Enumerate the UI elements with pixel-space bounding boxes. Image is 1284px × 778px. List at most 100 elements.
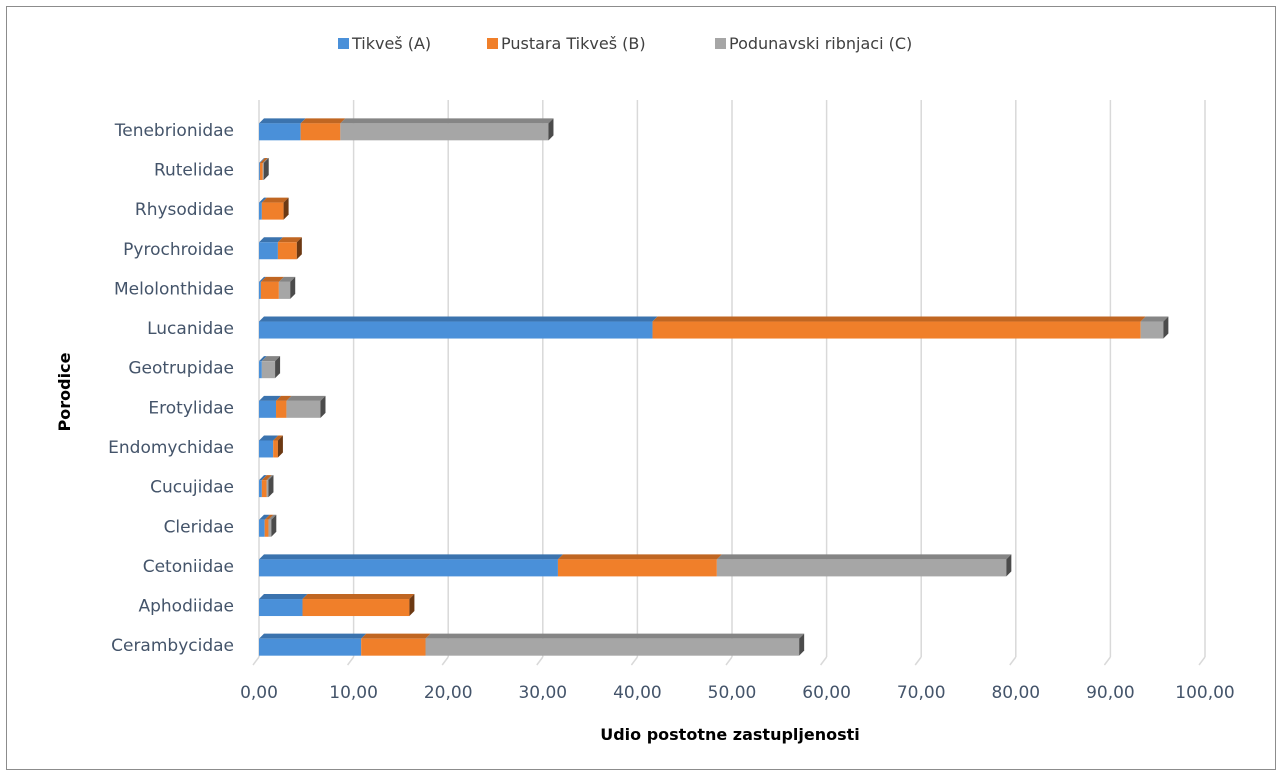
x-tick-label: 30,00 bbox=[518, 683, 567, 703]
bar-cleridae-podunavski-ribnjaci-c bbox=[268, 519, 272, 537]
bar-cleridae-pustara-tikves-b bbox=[264, 519, 269, 537]
bar-tenebrionidae-podunavski-ribnjaci-c bbox=[340, 123, 549, 141]
gridline-depth bbox=[914, 656, 922, 666]
bar-top-pustara-tikves-b bbox=[361, 633, 431, 639]
bar-top-podunavski-ribnjaci-c bbox=[278, 276, 296, 282]
bar-top-pustara-tikves-b bbox=[277, 237, 302, 243]
bar-top-pustara-tikves-b bbox=[302, 594, 415, 600]
bar-top-tikves-a bbox=[259, 514, 270, 520]
y-axis-title: Porodice bbox=[55, 352, 74, 431]
bar-tenebrionidae-pustara-tikves-b bbox=[300, 123, 341, 141]
x-tick-label: 70,00 bbox=[897, 683, 946, 703]
bar-rutelidae-pustara-tikves-b bbox=[259, 162, 263, 180]
bar-cerambycidae-pustara-tikves-b bbox=[361, 638, 426, 656]
gridline-depth bbox=[441, 656, 449, 666]
bar-cleridae-tikves-a bbox=[259, 519, 265, 537]
x-axis-title: Udio postotne zastupljenosti bbox=[600, 725, 860, 744]
bar-lucanidae-pustara-tikves-b bbox=[652, 321, 1141, 339]
x-tick-label: 80,00 bbox=[991, 683, 1040, 703]
bar-aphodiidae-tikves-a bbox=[259, 599, 303, 617]
bar-melolonthidae-podunavski-ribnjaci-c bbox=[278, 281, 291, 299]
bar-side-cetoniidae bbox=[1006, 554, 1012, 577]
legend-label-podunavski-ribnjaci-c: Podunavski ribnjaci (C) bbox=[729, 34, 912, 53]
legend-swatch-pustara-tikves-b bbox=[487, 38, 498, 49]
legend: Tikveš (A) Pustara Tikveš (B) Podunavski r… bbox=[338, 34, 912, 53]
bar-top-tikves-a bbox=[259, 475, 267, 481]
bar-top-podunavski-ribnjaci-c bbox=[340, 118, 554, 124]
bar-pyrochroidae-tikves-a bbox=[259, 242, 278, 260]
bar-cucujidae-tikves-a bbox=[259, 480, 262, 498]
bar-top-tikves-a bbox=[259, 316, 658, 322]
bar-top-podunavski-ribnjaci-c bbox=[1140, 316, 1169, 322]
category-label: Rhysodidae bbox=[135, 200, 234, 220]
gridline-depth bbox=[536, 656, 544, 666]
bar-top-tikves-a bbox=[259, 633, 367, 639]
bar-top-pustara-tikves-b bbox=[261, 197, 289, 203]
bar-top-pustara-tikves-b bbox=[259, 157, 268, 163]
bar-lucanidae-podunavski-ribnjaci-c bbox=[1140, 321, 1164, 339]
bar-rutelidae-podunavski-ribnjaci-c bbox=[262, 162, 264, 180]
bar-top-pustara-tikves-b bbox=[261, 475, 272, 481]
bar-top-tikves-a bbox=[259, 435, 279, 441]
bar-rhysodidae-tikves-a bbox=[259, 202, 262, 220]
bar-top-podunavski-ribnjaci-c bbox=[716, 554, 1012, 560]
bar-endomychidae-pustara-tikves-b bbox=[273, 440, 278, 458]
bar-geotrupidae-podunavski-ribnjaci-c bbox=[261, 361, 276, 379]
x-tick-label: 10,00 bbox=[329, 683, 378, 703]
legend-label-tikves-a: Tikveš (A) bbox=[351, 34, 431, 53]
bar-side-melolonthidae bbox=[290, 276, 296, 299]
bar-top-tikves-a bbox=[259, 395, 282, 401]
bar-top-podunavski-ribnjaci-c bbox=[261, 356, 281, 362]
category-label: Geotrupidae bbox=[128, 359, 234, 379]
x-tick-label: 50,00 bbox=[708, 683, 757, 703]
category-label: Cerambycidae bbox=[111, 636, 234, 656]
x-tick-label: 60,00 bbox=[802, 683, 851, 703]
bar-top-tikves-a bbox=[259, 118, 306, 124]
category-label: Cucujidae bbox=[150, 478, 234, 498]
category-label: Pyrochroidae bbox=[123, 240, 234, 260]
x-tick-label: 90,00 bbox=[1086, 683, 1135, 703]
category-labels: Cerambycidae Aphodiidae Cetoniidae Cleridae… bbox=[108, 121, 234, 656]
bar-top-pustara-tikves-b bbox=[300, 118, 346, 124]
x-tick-label: 40,00 bbox=[613, 683, 662, 703]
bar-geotrupidae-tikves-a bbox=[259, 361, 262, 379]
bar-melolonthidae-pustara-tikves-b bbox=[260, 281, 279, 299]
bar-side-endomychidae bbox=[277, 435, 283, 458]
category-label: Erotylidae bbox=[148, 398, 234, 418]
bar-top-pustara-tikves-b bbox=[273, 435, 283, 441]
gridline-depth bbox=[347, 656, 355, 666]
bar-side-tenebrionidae bbox=[548, 118, 554, 141]
gridline-depth bbox=[725, 656, 733, 666]
bar-cerambycidae-tikves-a bbox=[259, 638, 362, 656]
gridline-depth bbox=[252, 656, 260, 666]
bar-cucujidae-podunavski-ribnjaci-c bbox=[266, 480, 269, 498]
bar-top-podunavski-ribnjaci-c bbox=[262, 157, 269, 163]
bar-melolonthidae-tikves-a bbox=[259, 281, 261, 299]
category-label: Tenebrionidae bbox=[114, 121, 234, 141]
bar-top-tikves-a bbox=[259, 594, 308, 600]
category-label: Lucanidae bbox=[147, 319, 234, 339]
bar-side-cleridae bbox=[271, 514, 277, 537]
bar-side-aphodiidae bbox=[409, 594, 415, 617]
bar-side-geotrupidae bbox=[275, 356, 281, 379]
bar-side-rutelidae bbox=[263, 157, 269, 180]
bar-top-podunavski-ribnjaci-c bbox=[266, 475, 274, 481]
bar-rhysodidae-pustara-tikves-b bbox=[261, 202, 284, 220]
gridline-depth bbox=[1009, 656, 1017, 666]
bar-tenebrionidae-tikves-a bbox=[259, 123, 301, 141]
bar-top-tikves-a bbox=[259, 157, 265, 163]
category-label: Melolonthidae bbox=[114, 279, 234, 299]
x-tick-label: 0,00 bbox=[240, 683, 278, 703]
category-label: Cleridae bbox=[164, 517, 234, 537]
x-tick-labels: 0,00 10,00 20,00 30,00 40,00 50,00 60,00 70,00 8… bbox=[240, 683, 1235, 703]
bar-top-pustara-tikves-b bbox=[276, 395, 292, 401]
legend-swatch-podunavski-ribnjaci-c bbox=[715, 38, 726, 49]
gridlines bbox=[252, 100, 1206, 666]
bar-aphodiidae-pustara-tikves-b bbox=[302, 599, 410, 617]
bar-side-rhysodidae bbox=[283, 197, 289, 220]
bar-side-erotylidae bbox=[320, 395, 326, 418]
bar-top-tikves-a bbox=[259, 356, 267, 362]
bar-erotylidae-tikves-a bbox=[259, 400, 277, 418]
bar-cerambycidae-podunavski-ribnjaci-c bbox=[425, 638, 800, 656]
bar-rutelidae-tikves-a bbox=[259, 162, 260, 180]
